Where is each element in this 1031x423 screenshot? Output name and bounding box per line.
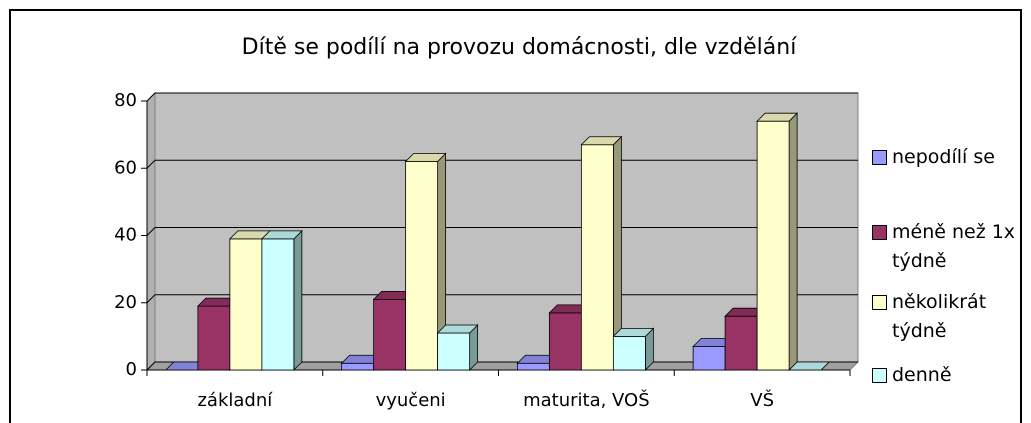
y-tick-label: 40 xyxy=(114,225,137,246)
x-tick-label: maturita, VOŠ xyxy=(523,389,650,411)
bar-side xyxy=(788,112,798,371)
legend-swatch xyxy=(872,368,887,383)
x-tick-label: vyučeni xyxy=(376,390,446,411)
bar xyxy=(261,238,295,371)
bar xyxy=(197,305,231,371)
bar xyxy=(229,238,263,371)
grid-line xyxy=(146,227,858,236)
legend-label: denně xyxy=(892,364,952,386)
grid-line xyxy=(146,92,858,102)
x-tick-label: VŠ xyxy=(750,389,774,411)
chart-title: Dítě se podílí na provozu domácnosti, dl… xyxy=(242,35,798,60)
legend-item: nepodílí se xyxy=(872,143,1022,172)
y-tick-label: 80 xyxy=(114,90,137,111)
legend-item: méně než 1x týdně xyxy=(872,218,1022,276)
legend-item: denně xyxy=(872,361,1022,390)
bar xyxy=(341,362,375,371)
bar-top xyxy=(612,327,655,337)
bar xyxy=(405,161,439,371)
bar xyxy=(516,362,550,371)
bar-side xyxy=(293,229,303,371)
legend-label: několikrát týdně xyxy=(892,291,987,342)
bar-top xyxy=(436,324,479,334)
legend-swatch xyxy=(872,225,887,240)
bar xyxy=(580,144,614,371)
bar-top xyxy=(404,153,447,162)
bar xyxy=(756,120,790,371)
legend-label: nepodílí se xyxy=(892,146,995,168)
y-tick-label: 20 xyxy=(114,292,137,313)
bar xyxy=(724,315,758,371)
bar xyxy=(548,312,582,371)
bar xyxy=(612,335,646,371)
bar-top xyxy=(788,361,831,371)
bar-top xyxy=(756,112,799,122)
bar xyxy=(692,346,726,371)
y-tick-label: 0 xyxy=(126,359,137,380)
legend-label: méně než 1x týdně xyxy=(892,221,1016,272)
bar xyxy=(437,332,471,371)
bar-top xyxy=(260,230,303,240)
grid-line xyxy=(146,159,858,169)
x-tick-label: základní xyxy=(197,390,273,411)
bar xyxy=(373,298,407,371)
y-tick-label: 60 xyxy=(114,157,137,178)
legend-item: několikrát týdně xyxy=(872,288,1022,346)
legend-swatch xyxy=(872,295,887,310)
grid-line xyxy=(146,294,858,304)
bar-top xyxy=(580,136,623,146)
legend-swatch xyxy=(872,150,887,165)
